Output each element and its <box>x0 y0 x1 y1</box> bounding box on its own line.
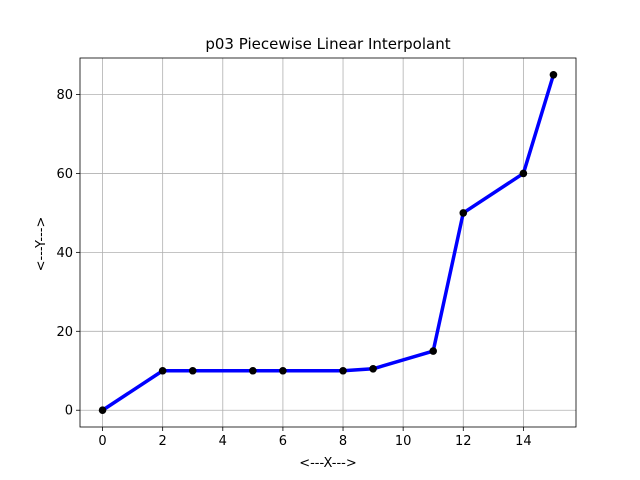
grid <box>80 58 576 427</box>
data-point <box>188 366 197 375</box>
x-tick-label: 2 <box>159 434 167 449</box>
data-point <box>249 366 257 375</box>
data-point <box>339 366 347 375</box>
plot-area-border <box>79 57 577 428</box>
y-tick-label: 0 <box>65 404 73 419</box>
x-tick-label: 4 <box>219 434 227 449</box>
data-point <box>429 347 438 355</box>
axes-frame <box>79 57 577 428</box>
data-point <box>549 70 558 79</box>
x-axis-label: <---X---> <box>299 456 357 471</box>
x-tick-label: 0 <box>98 434 106 449</box>
y-tick-label: 60 <box>56 167 73 182</box>
series <box>98 70 558 415</box>
data-point <box>279 366 287 375</box>
x-tick-label: 14 <box>515 434 532 449</box>
y-tick-label: 20 <box>56 325 73 340</box>
x-tick-label: 10 <box>395 434 412 449</box>
data-point <box>158 366 167 375</box>
data-point <box>369 364 377 373</box>
data-point <box>98 406 107 415</box>
y-tick-label: 80 <box>56 88 73 103</box>
y-axis-label: <---Y---> <box>34 217 49 272</box>
data-point <box>459 209 468 217</box>
x-tick-label: 12 <box>455 434 472 449</box>
data-point <box>519 169 528 178</box>
ticks: 0 2 4 6 8 10 12 14 0 20 40 60 80 <box>56 88 531 449</box>
y-tick-label: 40 <box>56 246 73 261</box>
x-tick-label: 6 <box>279 434 287 449</box>
x-tick-label: 8 <box>339 434 347 449</box>
chart-title: p03 Piecewise Linear Interpolant <box>205 35 450 53</box>
